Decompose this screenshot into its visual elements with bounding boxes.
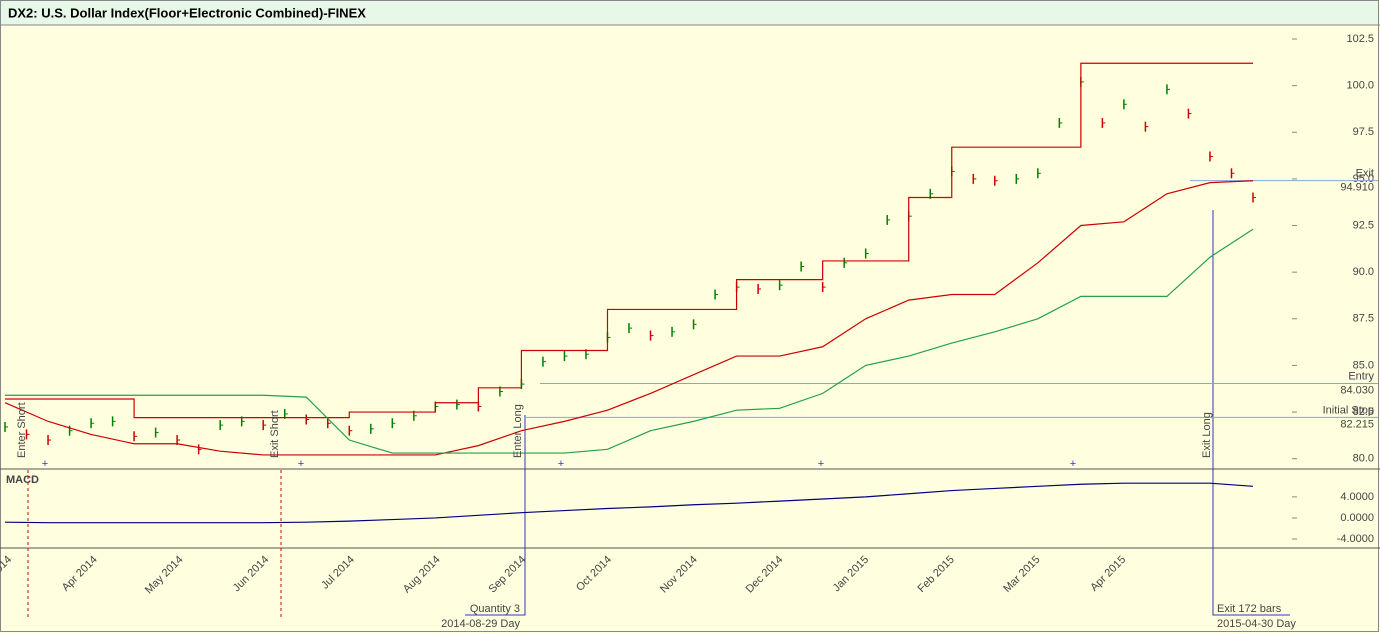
svg-text:+: + xyxy=(42,458,48,470)
trade-annotation: Enter Short xyxy=(16,402,28,458)
panel-title: MACD xyxy=(6,474,39,486)
indicator-line xyxy=(5,228,1254,454)
y-tick-label: 85.0 xyxy=(1353,359,1374,371)
svg-text:+: + xyxy=(818,458,824,470)
y-tick-label: 102.5 xyxy=(1346,33,1374,45)
y-tick-label: 97.5 xyxy=(1353,126,1374,138)
level-name: Exit xyxy=(1356,167,1374,179)
y-tick-label: 90.0 xyxy=(1353,266,1374,278)
level-label: 94.910 xyxy=(1340,181,1374,193)
y-tick-label: 82.5 xyxy=(1353,406,1374,418)
y-tick-label: 92.5 xyxy=(1353,219,1374,231)
trade-annotation: Enter Long xyxy=(512,404,524,458)
level-name: Initial Stop xyxy=(1323,404,1374,416)
trade-line xyxy=(1212,210,1290,616)
svg-text:+: + xyxy=(1070,458,1076,470)
markers: + + + + + xyxy=(42,458,1076,470)
trade-line xyxy=(465,415,526,616)
footer-text: 2014-08-29 Day xyxy=(441,618,520,630)
trade-annotation: Exit Long xyxy=(1201,412,1213,458)
y-tick-label: 95.0 xyxy=(1353,173,1374,185)
indicator-line xyxy=(4,180,1254,456)
indicator-line xyxy=(4,482,1254,524)
svg-text:+: + xyxy=(298,458,304,470)
footer-text: 2015-04-30 Day xyxy=(1217,618,1296,630)
level-name: Entry xyxy=(1348,370,1374,382)
title-bar xyxy=(1,1,1378,25)
level-label: 82.215 xyxy=(1340,418,1374,430)
level-label: 84.030 xyxy=(1340,384,1374,396)
footer-text: Exit 172 bars xyxy=(1217,603,1282,615)
y-tick-label: 80.0 xyxy=(1353,453,1374,465)
indicator-line xyxy=(5,62,1253,419)
trade-annotation: Exit Short xyxy=(269,410,281,458)
y-tick-label: -4.0000 xyxy=(1337,533,1374,545)
chart-title: DX2: U.S. Dollar Index(Floor+Electronic … xyxy=(8,5,366,20)
footer-text: Quantity 3 xyxy=(470,603,520,615)
y-tick-label: 4.0000 xyxy=(1340,491,1374,503)
y-tick-label: 100.0 xyxy=(1346,80,1374,92)
svg-text:+: + xyxy=(558,458,564,470)
y-tick-label: 0.0000 xyxy=(1340,512,1374,524)
y-tick-label: 87.5 xyxy=(1353,313,1374,325)
